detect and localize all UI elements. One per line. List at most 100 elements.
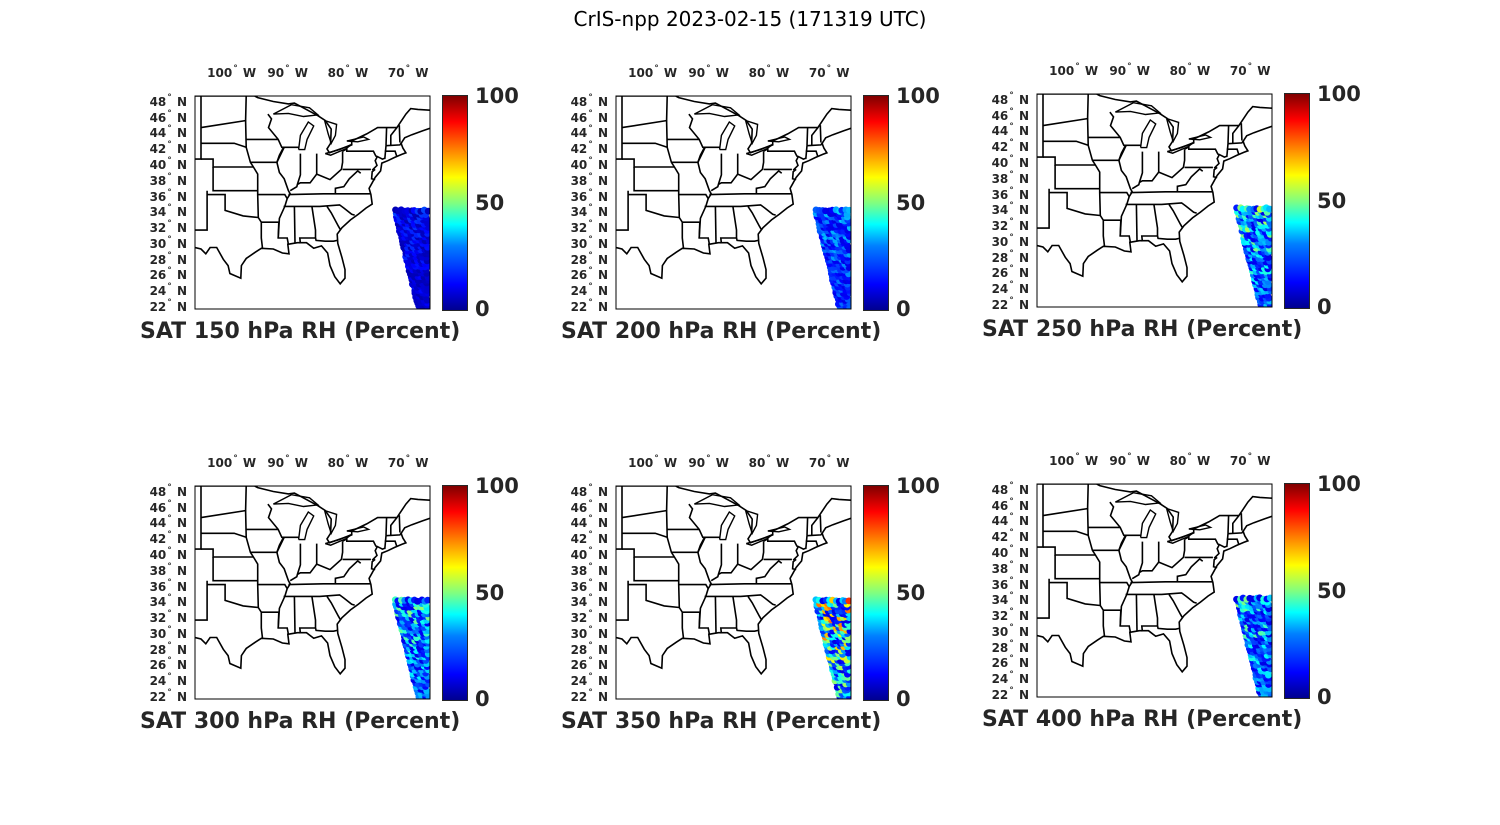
state-border — [276, 552, 292, 629]
lat-tick-label: 38° N — [149, 171, 187, 188]
lat-tick-label: 44° N — [570, 514, 608, 531]
lake-outline — [1188, 134, 1213, 141]
state-border — [257, 583, 288, 590]
state-border — [665, 96, 685, 249]
colorbar-tick-label: 50 — [475, 580, 505, 605]
state-border — [200, 509, 247, 519]
coastline — [195, 127, 430, 286]
lat-tick-label: 26° N — [570, 656, 608, 673]
lake-outline — [323, 509, 338, 536]
lon-tick-label: 100° W — [207, 454, 257, 470]
state-border — [293, 596, 296, 633]
state-border — [201, 548, 254, 558]
state-border — [316, 151, 344, 181]
lat-tick-label: 22° N — [149, 688, 187, 704]
lat-tick-label: 26° N — [991, 264, 1029, 281]
lat-tick-label: 46° N — [149, 108, 187, 125]
colorbar-tick-label: 100 — [1317, 82, 1361, 106]
state-border — [201, 142, 247, 149]
state-border — [805, 540, 819, 547]
lat-tick-label: 24° N — [991, 670, 1029, 687]
state-border — [1139, 541, 1160, 574]
lat-tick-label: 28° N — [991, 638, 1029, 655]
state-border — [283, 204, 355, 216]
state-border — [244, 486, 264, 639]
state-border — [1226, 515, 1230, 548]
colorbar-tick-label: 100 — [896, 84, 940, 108]
lon-tick-label: 70° W — [387, 454, 429, 470]
lat-tick-label: 38° N — [991, 169, 1029, 186]
lat-tick-label: 46° N — [991, 106, 1029, 123]
state-border — [737, 541, 765, 571]
state-border — [1131, 541, 1144, 580]
state-border — [682, 611, 711, 635]
lat-tick-label: 26° N — [570, 266, 608, 283]
state-border — [267, 113, 299, 149]
state-border — [385, 142, 403, 147]
lon-tick-label: 70° W — [387, 64, 429, 80]
lake-outline — [297, 120, 315, 151]
colorbar-tick-label: 0 — [896, 297, 911, 321]
lake-outline — [1114, 491, 1162, 506]
lat-tick-label: 40° N — [149, 546, 187, 562]
state-border — [1086, 484, 1106, 637]
swath-obs-point — [424, 596, 430, 604]
state-border — [1140, 594, 1159, 632]
state-border — [1184, 535, 1228, 548]
lat-tick-label: 22° N — [991, 296, 1029, 312]
lat-tick-label: 24° N — [570, 672, 608, 689]
state-border — [201, 532, 247, 539]
lat-tick-label: 30° N — [570, 624, 608, 641]
state-border — [709, 193, 792, 196]
state-border — [805, 150, 819, 157]
lat-tick-label: 32° N — [149, 219, 187, 236]
lat-tick-label: 42° N — [991, 138, 1029, 155]
state-border — [791, 558, 797, 571]
lat-tick-label: 44° N — [991, 512, 1029, 529]
state-border — [195, 580, 208, 621]
lat-tick-label: 40° N — [991, 154, 1029, 170]
state-border — [710, 543, 723, 582]
lake-outline — [1167, 141, 1195, 154]
lat-tick-label: 46° N — [570, 108, 608, 125]
state-border — [735, 237, 759, 242]
state-border — [1049, 191, 1101, 217]
colorbar-tick-label: 0 — [475, 297, 490, 321]
state-border — [370, 558, 376, 571]
map-panel-250: 100° W 90° W 80° W 70° W 48° N 46° N 44° N 42° … — [982, 58, 1402, 388]
state-border — [792, 545, 800, 561]
state-border — [1049, 581, 1101, 607]
state-border — [616, 190, 629, 231]
state-border — [1158, 149, 1186, 179]
state-border — [257, 193, 288, 200]
lat-tick-label: 46° N — [991, 496, 1029, 513]
state-border — [1043, 156, 1096, 166]
lat-tick-label: 48° N — [570, 482, 608, 499]
state-border — [791, 168, 797, 181]
state-border — [384, 150, 398, 157]
map-frame — [615, 485, 852, 700]
state-border — [1099, 581, 1130, 588]
swath-obs-point — [845, 597, 851, 605]
state-border — [207, 193, 259, 219]
state-border — [1125, 592, 1197, 604]
lake-outline — [325, 143, 353, 156]
colorbar-tick-label: 50 — [896, 190, 926, 215]
lon-tick-label: 80° W — [1169, 62, 1211, 78]
state-border — [616, 580, 629, 621]
lake-outline — [746, 533, 774, 546]
state-border — [622, 158, 675, 168]
state-border — [697, 552, 713, 629]
lat-tick-label: 40° N — [991, 544, 1029, 560]
lat-tick-label: 42° N — [149, 530, 187, 547]
lat-tick-label: 26° N — [991, 654, 1029, 671]
lake-outline — [346, 526, 371, 533]
state-border — [1168, 203, 1183, 228]
coastline — [616, 127, 851, 286]
lon-tick-label: 100° W — [1049, 452, 1099, 468]
colorbar — [863, 95, 889, 311]
state-border — [398, 125, 401, 143]
state-border — [298, 206, 317, 244]
state-border — [688, 503, 720, 539]
lat-tick-label: 38° N — [991, 559, 1029, 576]
